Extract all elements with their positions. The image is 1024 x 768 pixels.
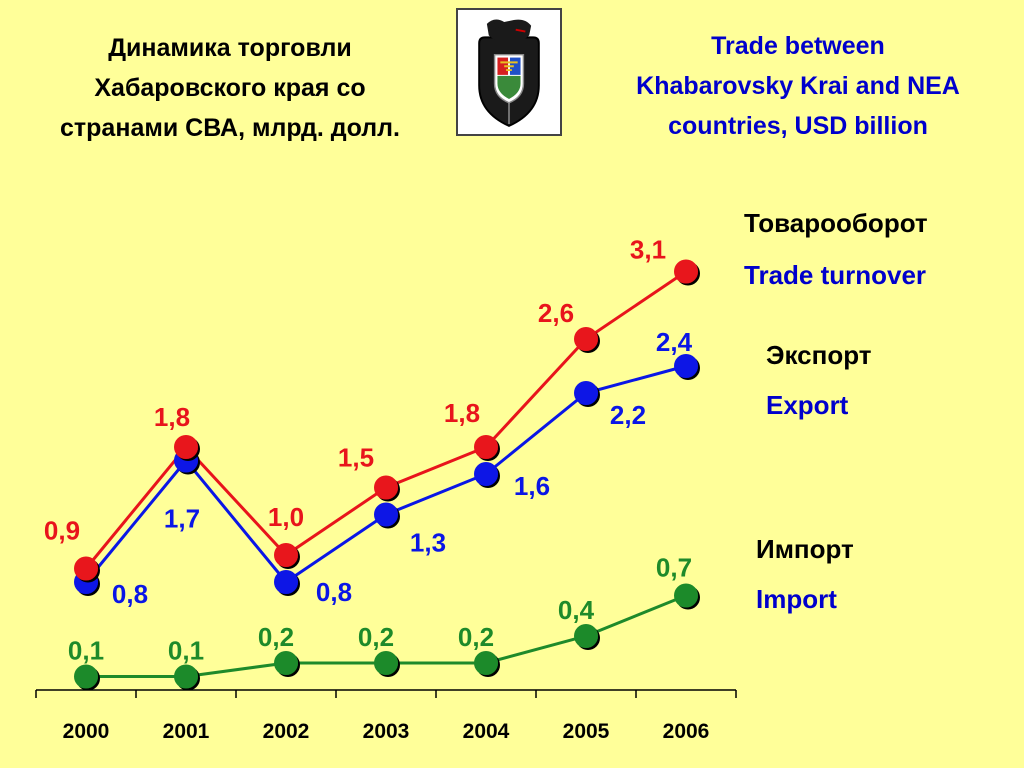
data-point-import [174,664,198,689]
data-label-import: 0,2 [258,622,294,652]
data-label-export: 0,8 [112,579,148,609]
data-label-import: 0,7 [656,553,692,583]
x-tick-label: 2005 [563,720,610,743]
data-label-export: 2,4 [656,327,693,357]
title-ru-line-2: Хабаровского края со [94,74,366,102]
title-russian: Динамика торговли Хабаровского края со с… [10,28,450,148]
legend-export-en: Export [766,390,849,420]
data-point-import [274,651,298,675]
data-point-import [674,583,698,608]
data-point-turnover [674,259,698,284]
data-label-turnover: 1,5 [338,443,374,473]
bear-coat-of-arms-icon [456,8,562,136]
data-point-import [474,651,498,675]
data-label-export: 2,2 [610,400,646,430]
data-label-import: 0,1 [168,636,204,666]
data-label-import: 0,4 [558,595,595,625]
x-tick-label: 2003 [363,720,410,743]
data-label-export: 1,3 [410,528,446,558]
title-en-line-1: Trade between [711,32,885,60]
data-label-turnover: 1,8 [154,402,190,432]
data-point-turnover [374,475,398,500]
data-label-turnover: 2,6 [538,298,574,328]
data-label-export: 1,6 [514,471,550,501]
data-point-turnover [574,327,598,351]
data-point-export [574,381,598,405]
data-label-import: 0,2 [358,622,394,652]
data-point-turnover [74,556,98,581]
title-ru-line-1: Динамика торговли [108,34,352,62]
legend-turnover-ru: Товарооборот [744,208,928,238]
data-label-import: 0,2 [458,622,494,652]
data-point-export [674,354,698,378]
x-tick-label: 2000 [63,720,110,743]
series-points [74,259,698,689]
data-label-import: 0,1 [68,636,104,666]
title-english: Trade between Khabarovsky Krai and NEA c… [578,26,1018,146]
x-tick-label: 2001 [163,720,210,743]
data-label-turnover: 1,0 [268,502,304,532]
data-point-export [374,502,398,527]
x-tick-label: 2002 [263,720,310,743]
legend-export-ru: Экспорт [766,340,872,370]
emblem-graphic [478,19,540,127]
title-en-line-2: Khabarovsky Krai and NEA [636,72,960,100]
data-labels: 0,1 0,1 0,2 0,2 0,2 0,4 0,7 0,8 1,7 0,8 1,3 1,6 2,2 2… [44,235,693,666]
x-tick-label: 2004 [463,720,510,743]
data-label-export: 1,7 [164,504,200,534]
data-label-turnover: 1,8 [444,398,480,428]
data-point-turnover [174,435,198,459]
title-en-line-3: countries, USD billion [668,112,928,140]
legend-turnover-en: Trade turnover [744,260,927,290]
data-point-import [574,624,598,648]
title-ru-line-3: странами СВА, млрд. долл. [60,114,400,142]
data-point-turnover [274,543,298,567]
data-label-export: 0,8 [316,577,352,607]
data-point-turnover [474,435,498,459]
data-label-turnover: 3,1 [630,235,666,265]
series-lines [84,270,687,678]
data-point-export [274,570,298,594]
legend-import-ru: Импорт [756,534,854,564]
data-label-turnover: 0,9 [44,516,80,546]
x-axis: 2000 2001 2002 2003 2004 2005 2006 [35,689,737,743]
legend-import-en: Import [756,584,837,614]
data-point-export [474,462,498,486]
data-point-import [374,651,398,675]
x-tick-label: 2006 [663,720,710,743]
data-point-import [74,664,98,689]
